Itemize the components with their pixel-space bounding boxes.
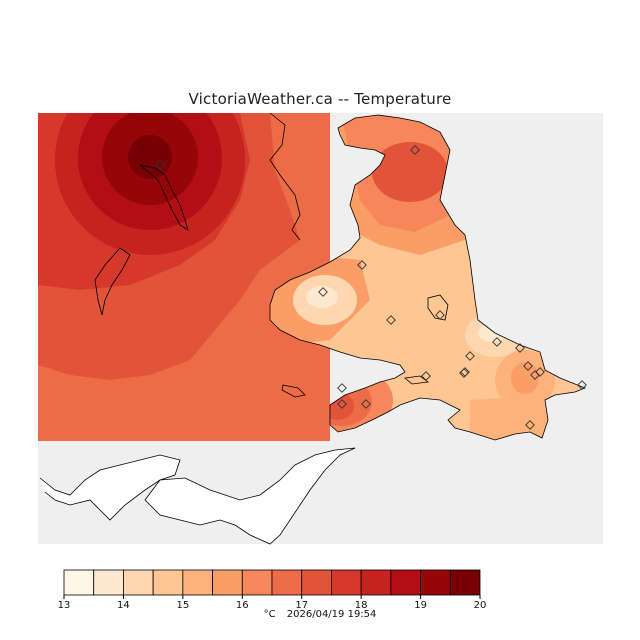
legend-tick-label: 20: [474, 600, 487, 611]
station-marker[interactable]: [577, 380, 587, 390]
legend-tick-label: 19: [414, 600, 427, 611]
station-marker[interactable]: [410, 145, 420, 155]
legend-tick-label: 17: [295, 600, 308, 611]
station-marker[interactable]: [337, 399, 347, 409]
unit-label: °C: [263, 609, 276, 620]
station-marker[interactable]: [357, 260, 367, 270]
station-marker[interactable]: [525, 420, 535, 430]
legend-tick-label: 15: [176, 600, 189, 611]
station-marker[interactable]: [459, 368, 469, 378]
timestamp: 2026/04/19 19:54: [286, 609, 377, 620]
station-marker[interactable]: [515, 343, 525, 353]
legend-swatch: [123, 569, 154, 596]
legend-tick-label: 13: [58, 600, 71, 611]
station-marker[interactable]: [492, 337, 502, 347]
station-marker[interactable]: [337, 383, 347, 393]
legend-swatch: [420, 569, 451, 596]
legend-swatch: [271, 569, 303, 596]
legend-swatch: [152, 569, 184, 596]
station-marker[interactable]: [155, 160, 165, 170]
legend-swatch: [301, 569, 332, 596]
station-markers: [155, 145, 587, 430]
map-title: VictoriaWeather.ca -- Temperature: [188, 90, 452, 108]
legend-swatch: [360, 569, 392, 596]
station-marker[interactable]: [465, 351, 475, 361]
station-marker[interactable]: [435, 310, 445, 320]
legend-swatch: [182, 569, 213, 596]
legend-swatch: [241, 569, 273, 596]
west-temperature-field: [38, 113, 330, 441]
station-marker[interactable]: [386, 315, 396, 325]
coastlines: [39, 112, 587, 545]
station-marker[interactable]: [523, 361, 533, 371]
legend-swatch: [212, 569, 243, 596]
legend-tick-label: 18: [355, 600, 368, 611]
legend-footer: °C 2026/04/19 19:54: [0, 609, 640, 620]
legend-swatch: [449, 569, 481, 596]
legend-swatch: [331, 569, 362, 596]
station-marker[interactable]: [318, 287, 328, 297]
legend-tick-label: 14: [117, 600, 130, 611]
legend-swatch: [93, 569, 124, 596]
legend-tick-label: 16: [236, 600, 249, 611]
station-marker[interactable]: [421, 371, 431, 381]
legend-swatch: [63, 569, 95, 596]
station-marker[interactable]: [361, 399, 371, 409]
station-marker[interactable]: [530, 370, 540, 380]
legend-swatch: [390, 569, 421, 596]
